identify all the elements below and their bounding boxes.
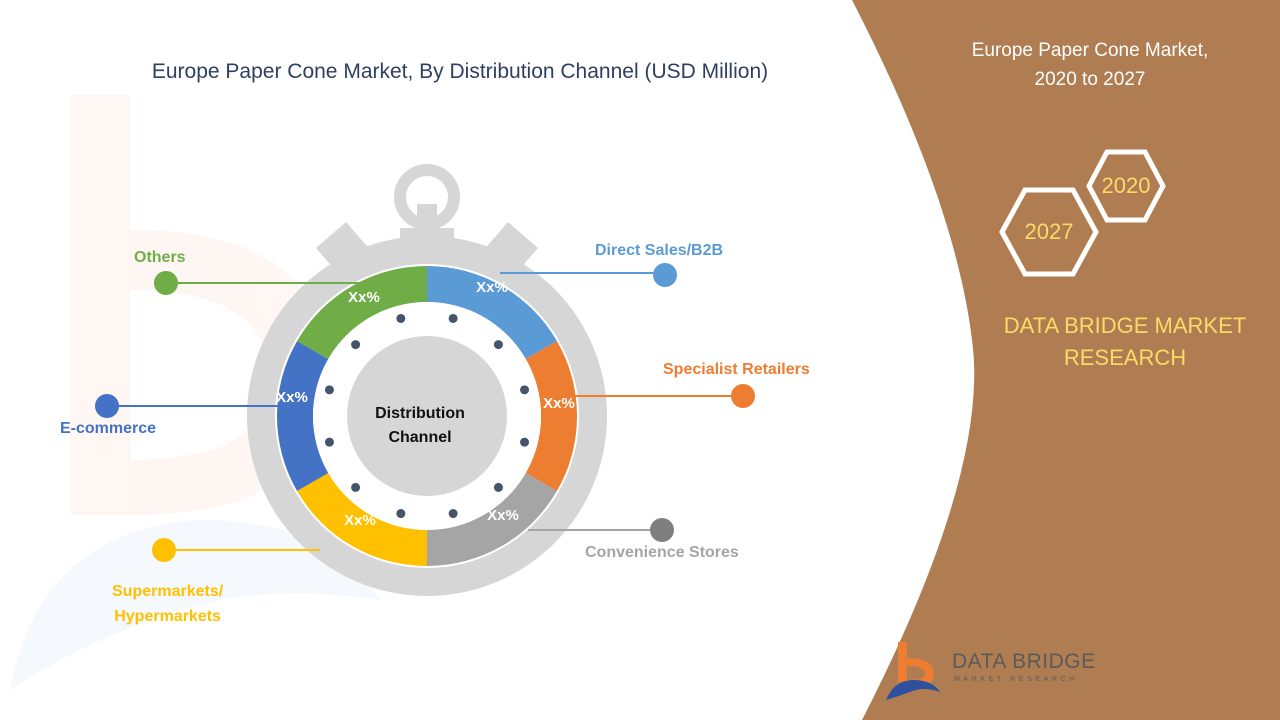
dial-dot [448,509,458,519]
marker-convenience-stores [650,518,674,542]
side-title-line1: Europe Paper Cone Market, [971,40,1209,61]
segment-e-commerce [277,341,329,491]
dial-dot [520,437,530,447]
segment-others [297,266,427,359]
segment-value-convenience-stores: Xx% [487,507,519,524]
year-end-label: 2027 [1024,219,1074,244]
label-supermarkets: Supermarkets/ Hypermarkets [112,579,223,629]
marker-e-commerce [95,394,119,418]
dial-dot [493,482,503,492]
dial-dot [351,482,361,492]
dial-dot [520,385,530,395]
brand-line2: RESEARCH [1063,345,1187,370]
center-label-line1: Distribution [375,405,465,422]
segment-value-supermarkets: Xx% [344,512,376,529]
segment-value-e-commerce: Xx% [276,389,308,406]
side-title-line2: 2020 to 2027 [1034,69,1146,90]
dial-dot [351,340,361,350]
dial-dot [324,385,334,395]
center-label-line2: Channel [388,429,452,446]
brand-line1: DATA BRIDGE MARKET [1003,313,1247,338]
logo-icon [886,642,940,700]
dial-dot [493,340,503,350]
segment-direct-sales [427,266,557,359]
segment-value-specialist-retailers: Xx% [543,395,575,412]
logo-tagline: MARKET RESEARCH [954,676,1078,683]
segment-specialist-retailers [525,341,578,491]
dial-dot [324,437,334,447]
label-supermarkets-line1: Supermarkets/ [112,583,224,600]
marker-direct-sales [653,263,677,287]
segment-value-others: Xx% [348,289,380,306]
page-title: Europe Paper Cone Market, By Distributio… [151,60,769,83]
center-disc [347,336,507,496]
segment-supermarkets [297,473,427,566]
label-convenience-stores: Convenience Stores [585,544,739,561]
label-others: Others [134,249,186,266]
year-start-label: 2020 [1101,173,1151,198]
side-title: Europe Paper Cone Market, 2020 to 2027 [930,36,1250,94]
logo-name: DATA BRIDGE [952,650,1096,673]
segment-value-direct-sales: Xx% [476,279,508,296]
dial-dot [396,509,406,519]
dial-dot [396,313,406,323]
label-supermarkets-line2: Hypermarkets [114,608,221,625]
marker-supermarkets [152,538,176,562]
dial-dot [448,313,458,323]
hexagon-icons [999,149,1166,277]
label-e-commerce: E-commerce [60,420,157,437]
marker-others [154,271,178,295]
segment-convenience-stores [427,473,557,566]
label-direct-sales: Direct Sales/B2B [595,242,724,259]
brand-text: DATA BRIDGE MARKET RESEARCH [960,310,1280,374]
marker-specialist-retailers [731,384,755,408]
label-specialist-retailers: Specialist Retailers [663,361,810,378]
center-label: Distribution Channel [350,402,490,450]
